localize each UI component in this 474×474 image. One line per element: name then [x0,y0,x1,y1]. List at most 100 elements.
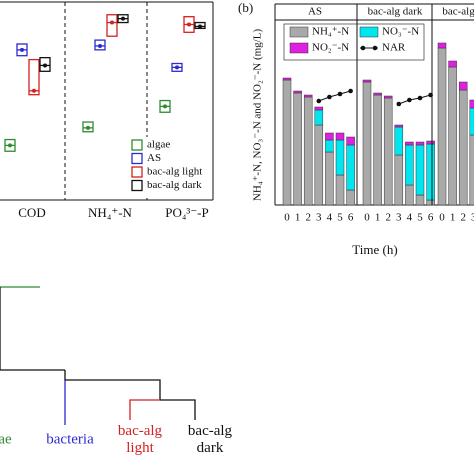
x-tick-label: 6 [428,212,434,224]
bar [346,189,355,206]
branch [160,399,196,420]
branch [64,370,161,400]
box [106,14,118,37]
branch [129,399,160,420]
x-tick-label: 6 [348,212,354,224]
x-tick-label: 3 [316,212,322,224]
bar [325,132,334,141]
bar [448,66,457,206]
x-tick-label: 1 [375,212,381,224]
legend-swatch [372,45,378,51]
box [28,58,40,96]
point [43,63,47,68]
group-label: bac-alg dark [368,6,423,18]
bar [282,79,292,206]
bar [415,144,425,196]
x-tick-label: 2 [460,212,466,224]
legend-label: NO₂⁻-N [312,42,349,54]
point [187,22,191,27]
bar [426,143,435,201]
dendrogram [0,286,196,425]
group-label: bac-alg light [442,6,474,18]
x-tick-label: 5 [417,212,423,224]
bar [405,184,414,206]
bar [394,124,404,128]
bar [282,77,292,81]
bar [335,174,345,206]
bar [437,47,447,206]
leaf-label: bac-alg light [118,423,163,456]
bar [383,95,393,99]
legend-label: bac-alg light [147,166,202,178]
bar [415,141,425,146]
x-tick-label: 1 [295,212,301,224]
point [175,65,179,70]
bar [394,154,404,206]
bar [405,144,414,186]
y-axis-label: NH₄⁺-N, NO₃⁻-N and NO₂⁻-N (mg/L) [252,29,264,202]
legend-label: algae [147,139,170,151]
bar [448,60,457,68]
bar [293,90,302,94]
line-point [348,88,353,94]
point [163,104,167,109]
point [32,88,36,93]
group-label: AS [308,6,322,18]
legend-label: bac-alg dark [147,179,202,191]
bar [426,140,435,145]
x-tick-label: 2 [385,212,391,224]
x-tick-label: 0 [364,212,370,224]
legend-box [128,137,208,195]
legend-swatch [289,42,309,54]
legend-swatch [131,139,143,151]
point [98,43,102,48]
bar [469,134,474,206]
x-tick-label: COD [18,205,45,220]
branch [0,287,65,371]
legend-label: NAR [382,42,406,54]
bar [383,97,393,206]
x-tick-label: 0 [439,212,445,224]
point [121,16,125,21]
leaf-label: algae [0,431,12,447]
x-tick-label: 2 [305,212,311,224]
x-tick-label: 3 [396,212,402,224]
leaf-label: bac-alg dark [188,423,233,456]
legend-swatch [359,26,379,38]
box [82,121,94,133]
legend-swatch [360,45,366,51]
x-tick-label: 0 [284,212,290,224]
bar [314,106,324,111]
line [318,90,351,102]
point [8,143,12,148]
bar [426,199,435,206]
legend-label: NH₄⁺-N [312,26,349,38]
line [398,94,431,105]
bar [314,109,324,126]
legend-swatch [131,179,143,192]
bar [405,141,414,146]
point [86,125,90,130]
x-tick-label: 3 [471,212,474,224]
x-tick-label: 4 [407,212,413,224]
x-tick-label: NH₄⁺-N [88,205,132,220]
bar [346,136,355,146]
leaf-label: bacteria [46,431,94,447]
bar [373,94,382,206]
bar [346,144,355,191]
bar [303,96,313,206]
bar [469,99,474,109]
bar [469,107,474,136]
bar [303,94,313,98]
bar [335,139,345,176]
box [94,39,106,51]
x-tick-label: 1 [450,212,456,224]
legend-swatch [131,166,143,178]
panel-label: (b) [238,0,253,15]
bar [362,79,372,83]
x-axis-label: Time (h) [352,242,397,257]
legend-label: NO₃⁻-N [382,26,419,38]
x-tick-label: 5 [337,212,343,224]
